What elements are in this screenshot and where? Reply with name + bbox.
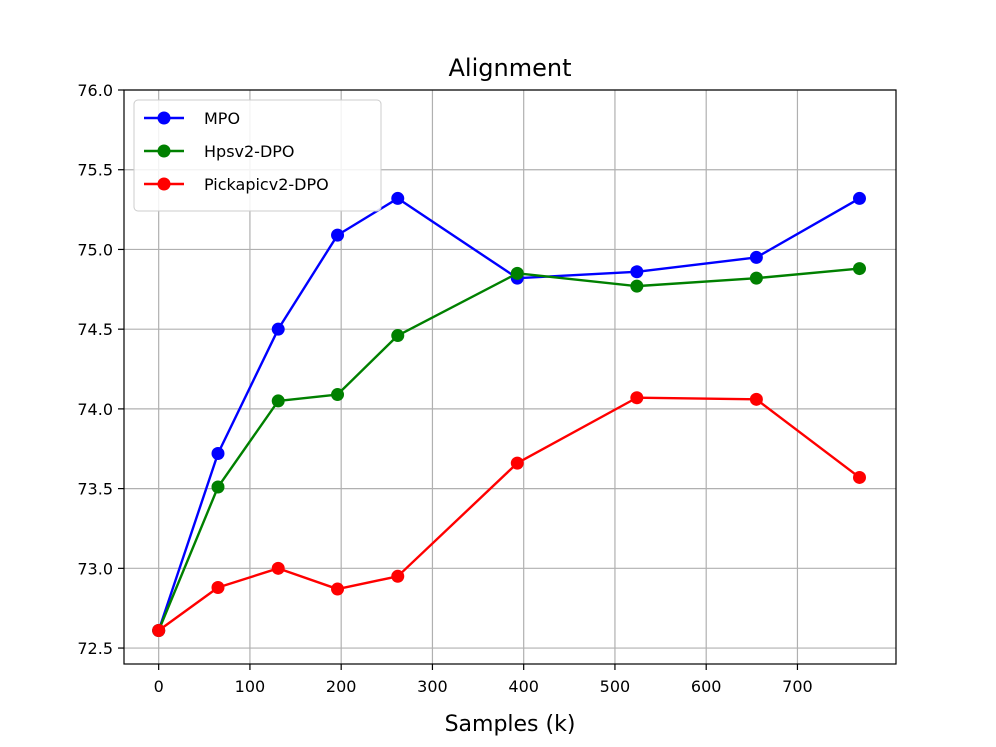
data-point [391,329,405,343]
data-point [510,266,524,280]
data-point [152,624,166,638]
legend-marker [157,111,171,125]
data-point [211,447,225,461]
data-point [749,250,763,264]
y-tick-label: 74.5 [77,320,113,339]
y-tick-label: 75.5 [77,161,113,180]
x-tick-label: 200 [326,677,357,696]
x-tick-label: 100 [235,677,266,696]
x-tick-label: 500 [600,677,631,696]
data-point [211,480,225,494]
data-point [271,561,285,575]
legend-label: MPO [204,109,240,128]
y-tick-label: 75.0 [77,240,113,259]
y-tick-label: 76.0 [77,81,113,100]
data-point [331,388,345,402]
chart-title: Alignment [449,54,572,82]
y-axis-ticks: 72.5 73.0 73.5 74.0 74.5 75.0 75.5 76.0 [77,81,124,658]
data-point [852,262,866,276]
x-tick-label: 400 [508,677,539,696]
data-point [331,228,345,242]
legend-item: MPO [144,109,240,128]
x-axis-ticks: 0 100 200 300 400 500 600 700 [154,664,813,696]
data-point [749,271,763,285]
data-point [391,569,405,583]
x-tick-label: 600 [691,677,722,696]
series-hpsv2-dpo [152,262,866,638]
data-point [749,392,763,406]
series-lines [152,191,866,638]
data-point [331,582,345,596]
data-point [211,580,225,594]
x-axis-label: Samples (k) [445,712,576,737]
legend-marker [157,144,171,158]
data-point [630,279,644,293]
x-tick-label: 700 [782,677,813,696]
y-tick-label: 72.5 [77,639,113,658]
legend-label: Hpsv2-DPO [204,142,295,161]
data-point [852,470,866,484]
data-point [630,265,644,279]
series-pickapicv2-dpo [152,391,866,638]
data-point [271,322,285,336]
y-tick-label: 74.0 [77,400,113,419]
data-point [510,456,524,470]
y-tick-label: 73.0 [77,559,113,578]
legend-item: Pickapicv2-DPO [144,175,329,194]
y-tick-label: 73.5 [77,480,113,499]
legend: MPO Hpsv2-DPO Pickapicv2-DPO [133,99,382,212]
data-point [391,191,405,205]
data-point [852,191,866,205]
legend-box [133,99,382,212]
x-tick-label: 300 [417,677,448,696]
legend-marker [157,177,171,191]
data-point [271,394,285,408]
legend-item: Hpsv2-DPO [144,142,295,161]
data-point [630,391,644,405]
legend-label: Pickapicv2-DPO [204,175,329,194]
plot-frame [123,89,897,665]
x-tick-label: 0 [154,677,164,696]
